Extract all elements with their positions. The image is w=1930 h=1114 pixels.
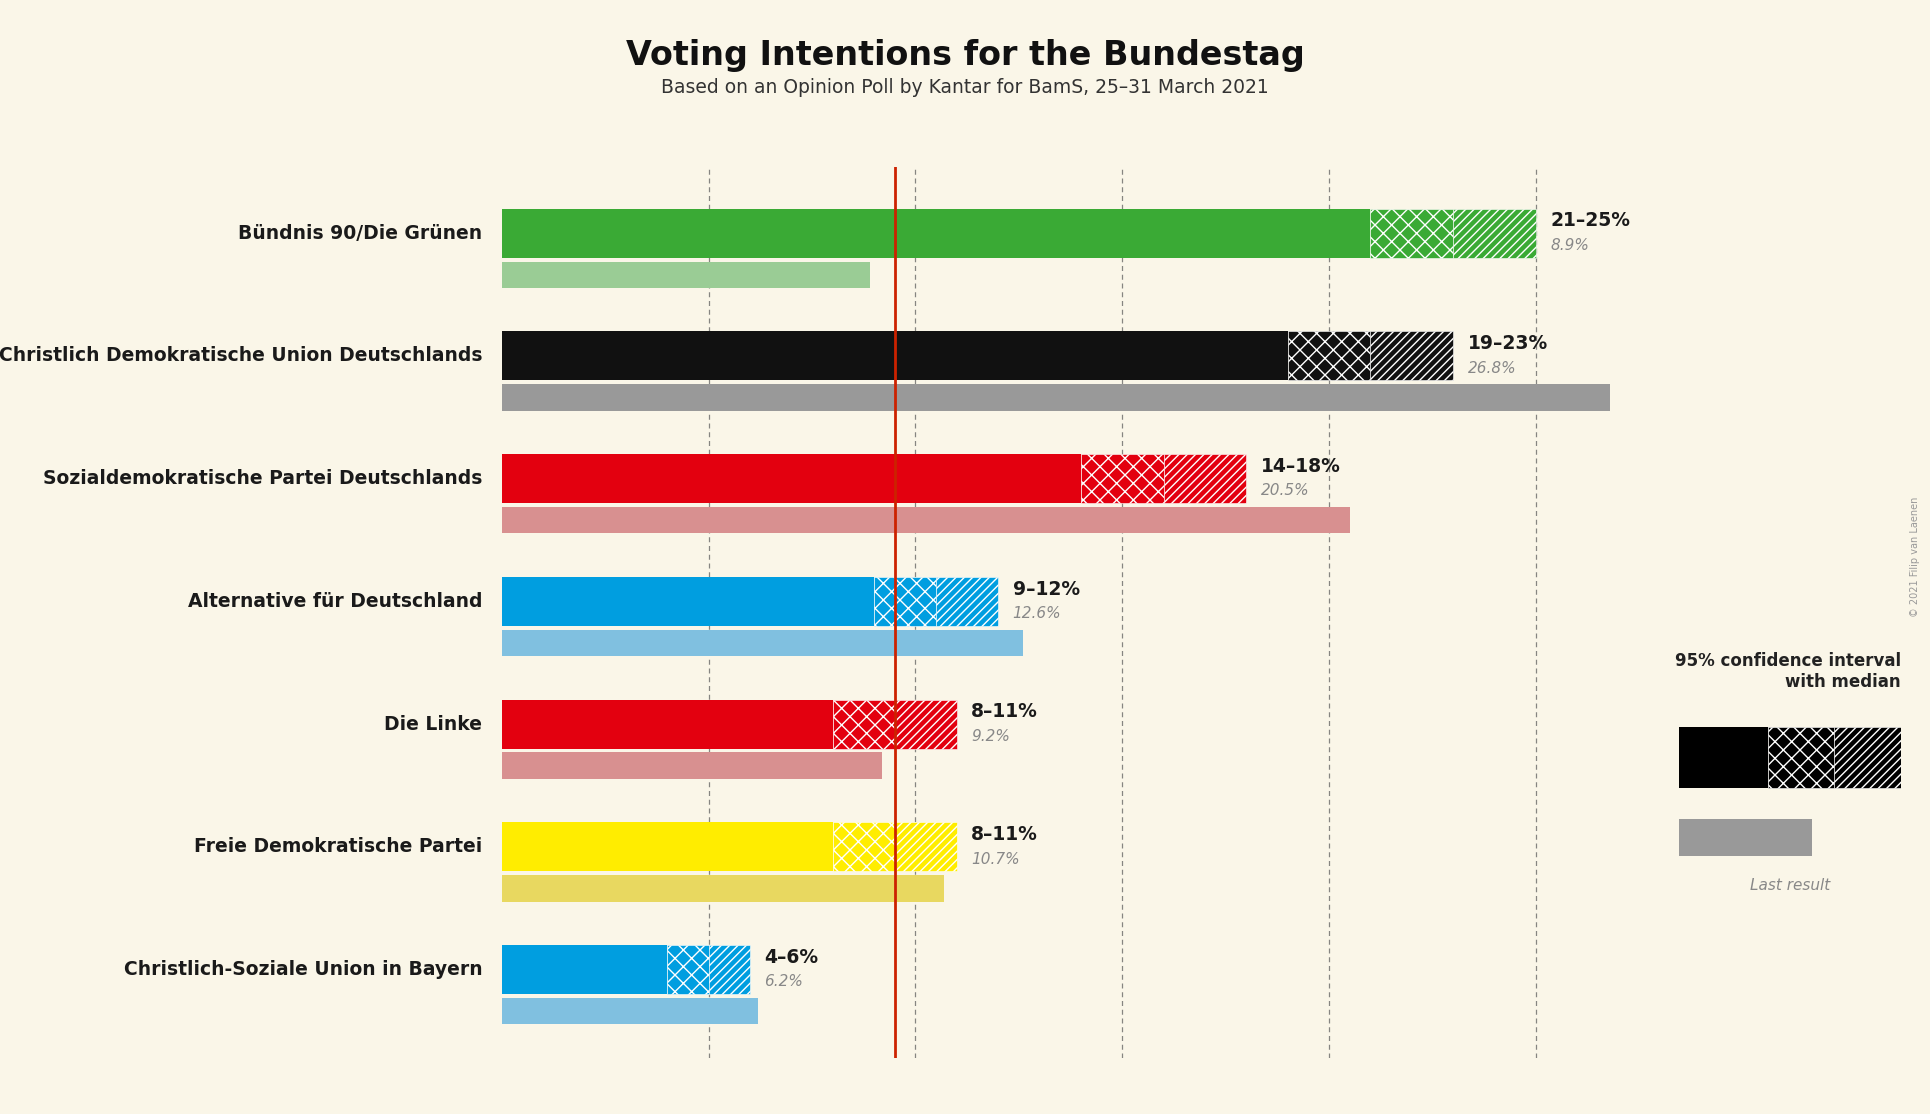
Bar [896,700,957,749]
Bar [936,577,998,626]
Bar [1834,727,1901,788]
Bar [502,752,882,779]
Bar [502,945,668,994]
Bar [668,945,708,994]
Bar [502,262,870,287]
Text: 10.7%: 10.7% [971,851,1019,867]
Text: 8–11%: 8–11% [971,702,1038,722]
Bar [1679,820,1812,856]
Text: Based on an Opinion Poll by Kantar for BamS, 25–31 March 2021: Based on an Opinion Poll by Kantar for B… [662,78,1268,97]
Bar [1768,727,1834,788]
Bar [502,507,1349,534]
Text: Sozialdemokratische Partei Deutschlands: Sozialdemokratische Partei Deutschlands [42,469,482,488]
Bar [1287,331,1370,381]
Bar [502,331,1287,381]
Bar [502,629,1023,656]
Text: Christlich Demokratische Union Deutschlands: Christlich Demokratische Union Deutschla… [0,346,482,365]
Bar [502,577,874,626]
Text: 26.8%: 26.8% [1467,361,1517,375]
Bar [1453,208,1536,257]
Bar [832,700,896,749]
Bar [502,998,758,1024]
Text: Voting Intentions for the Bundestag: Voting Intentions for the Bundestag [625,39,1305,72]
Text: 20.5%: 20.5% [1260,483,1309,498]
Text: Bündnis 90/Die Grünen: Bündnis 90/Die Grünen [239,224,482,243]
Text: Freie Demokratische Partei: Freie Demokratische Partei [195,838,482,857]
Bar [502,876,944,901]
Bar [502,208,1370,257]
Text: 9.2%: 9.2% [971,729,1009,744]
Text: 21–25%: 21–25% [1550,212,1631,231]
Text: Alternative für Deutschland: Alternative für Deutschland [187,592,482,610]
Bar [1164,455,1247,504]
Text: Christlich-Soziale Union in Bayern: Christlich-Soziale Union in Bayern [124,960,482,979]
Text: 95% confidence interval
with median: 95% confidence interval with median [1675,652,1901,691]
Bar [896,822,957,871]
Text: 4–6%: 4–6% [764,948,818,967]
Bar [1370,331,1453,381]
Bar [874,577,936,626]
Bar [1081,455,1164,504]
Bar [502,455,1081,504]
Bar [502,384,1610,411]
Bar [708,945,751,994]
Bar [1679,727,1768,788]
Text: Die Linke: Die Linke [384,714,482,734]
Text: © 2021 Filip van Laenen: © 2021 Filip van Laenen [1909,497,1920,617]
Text: Last result: Last result [1751,878,1830,892]
Text: 19–23%: 19–23% [1467,334,1548,353]
Bar [502,700,832,749]
Text: 8–11%: 8–11% [971,825,1038,844]
Text: 14–18%: 14–18% [1260,457,1341,476]
Text: 8.9%: 8.9% [1550,238,1588,253]
Bar [502,822,832,871]
Bar [832,822,896,871]
Text: 6.2%: 6.2% [764,975,803,989]
Text: 9–12%: 9–12% [1013,579,1079,598]
Bar [1370,208,1453,257]
Text: 12.6%: 12.6% [1013,606,1062,622]
